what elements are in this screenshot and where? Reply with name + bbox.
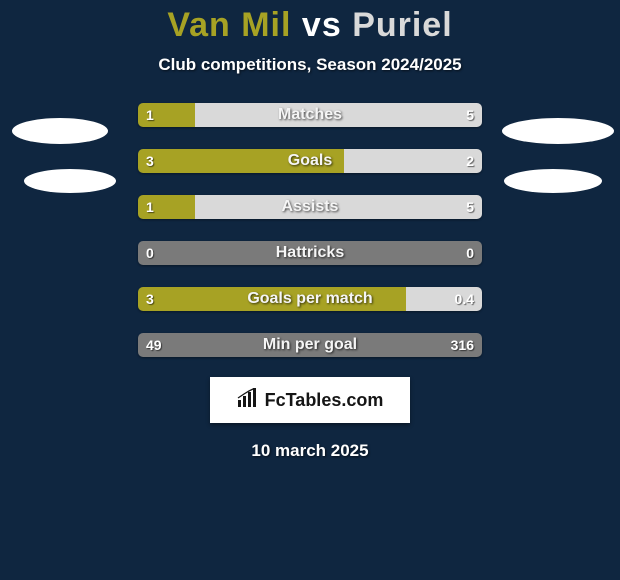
stat-left-value: 3	[138, 287, 162, 311]
stat-row-min-per-goal: 49316Min per goal	[138, 333, 482, 357]
bar-chart-icon	[237, 388, 259, 413]
stat-right-value: 2	[458, 149, 482, 173]
stat-row-matches: 15Matches	[138, 103, 482, 127]
stat-right-value: 0	[458, 241, 482, 265]
stat-left-value: 49	[138, 333, 170, 357]
chart-area: 15Matches32Goals15Assists00Hattricks30.4…	[0, 103, 620, 373]
stat-left-segment	[138, 287, 406, 311]
stat-left-value: 1	[138, 195, 162, 219]
ellipse-top-left	[12, 118, 108, 144]
stat-row-hattricks: 00Hattricks	[138, 241, 482, 265]
stat-left-segment	[138, 241, 310, 265]
stat-left-value: 1	[138, 103, 162, 127]
stat-right-segment	[310, 241, 482, 265]
vs-text: vs	[302, 6, 342, 44]
stat-row-goals: 32Goals	[138, 149, 482, 173]
stat-right-value: 5	[458, 195, 482, 219]
stat-right-value: 316	[443, 333, 482, 357]
stat-row-assists: 15Assists	[138, 195, 482, 219]
ellipse-bottom-left	[24, 169, 116, 193]
stat-right-value: 0.4	[447, 287, 482, 311]
stat-left-value: 0	[138, 241, 162, 265]
stat-right-segment	[195, 103, 482, 127]
player1-name: Van Mil	[167, 6, 291, 44]
player2-name: Puriel	[352, 6, 452, 44]
stat-bars: 15Matches32Goals15Assists00Hattricks30.4…	[138, 103, 482, 379]
title: Van Mil vs Puriel	[0, 6, 620, 45]
ellipse-top-right	[502, 118, 614, 144]
stat-row-goals-per-match: 30.4Goals per match	[138, 287, 482, 311]
subtitle: Club competitions, Season 2024/2025	[0, 55, 620, 75]
logo-text: FcTables.com	[265, 390, 384, 411]
stat-left-segment	[138, 149, 344, 173]
stat-left-value: 3	[138, 149, 162, 173]
date-text: 10 march 2025	[0, 441, 620, 461]
ellipse-bottom-right	[504, 169, 602, 193]
logo-box: FcTables.com	[210, 377, 410, 423]
stat-right-segment	[195, 195, 482, 219]
stat-right-value: 5	[458, 103, 482, 127]
comparison-card: Van Mil vs Puriel Club competitions, Sea…	[0, 0, 620, 461]
